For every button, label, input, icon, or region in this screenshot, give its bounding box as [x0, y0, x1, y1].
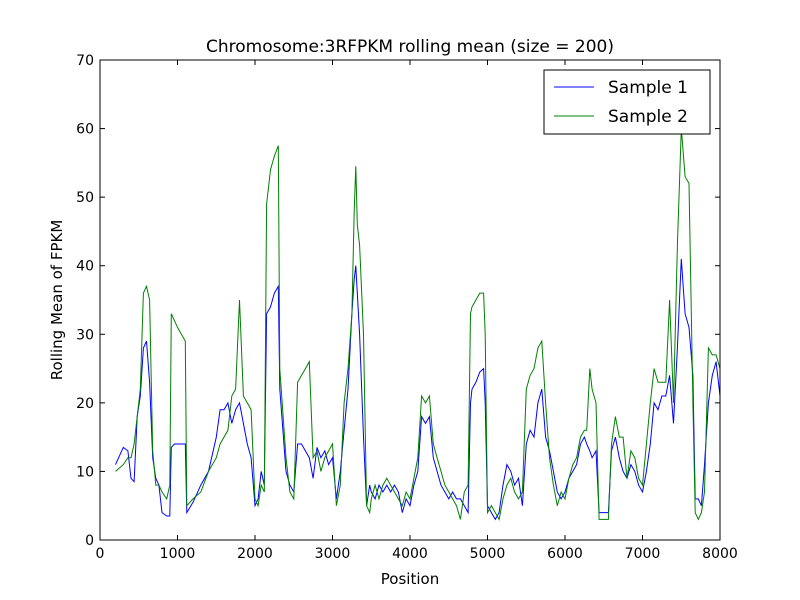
x-tick-label: 4000 [392, 546, 428, 562]
x-tick-label: 2000 [237, 546, 273, 562]
x-tick-label: 0 [96, 546, 105, 562]
x-tick-label: 5000 [470, 546, 506, 562]
y-tick-label: 40 [76, 259, 94, 275]
y-tick-label: 60 [76, 122, 94, 138]
chart-title: Chromosome:3RFPKM rolling mean (size = 2… [206, 37, 614, 57]
series-line-2 [115, 128, 720, 521]
y-tick-label: 50 [76, 190, 94, 206]
legend: Sample 1 Sample 2 [543, 69, 711, 135]
x-tick-label: 3000 [315, 546, 351, 562]
series-layer [115, 128, 720, 521]
x-axis-label: Position [381, 570, 439, 588]
y-tick-label: 20 [76, 396, 94, 412]
x-tick-label: 6000 [547, 546, 583, 562]
y-axis-label: Rolling Mean of FPKM [48, 220, 66, 381]
y-tick-label: 30 [76, 327, 94, 343]
series-line-1 [115, 258, 720, 521]
y-tick-label: 10 [76, 464, 94, 480]
axis-ticks: 0 1000 2000 3000 4000 5000 6000 7000 8000 0 10 20 30… [76, 53, 738, 562]
legend-label-1: Sample 1 [608, 78, 688, 98]
x-tick-label: 1000 [160, 546, 196, 562]
y-tick-label: 70 [76, 53, 94, 69]
x-tick-label: 7000 [625, 546, 661, 562]
legend-box [543, 69, 711, 135]
legend-label-2: Sample 2 [608, 107, 688, 127]
x-tick-label: 8000 [702, 546, 738, 562]
y-tick-label: 0 [85, 533, 94, 549]
